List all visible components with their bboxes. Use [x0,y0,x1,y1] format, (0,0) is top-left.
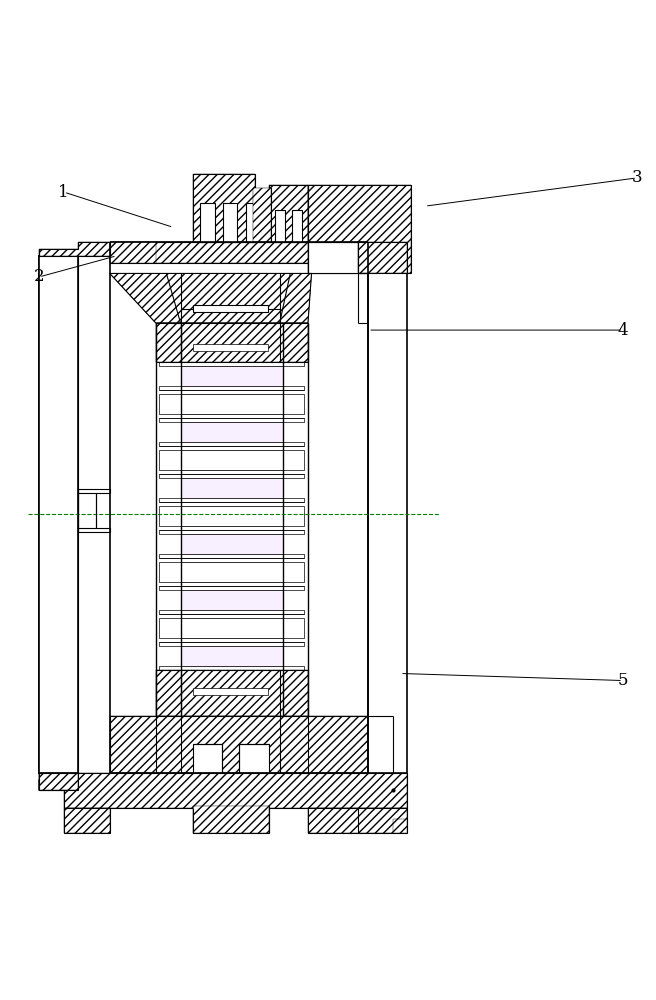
Bar [159,618,304,638]
Bar [180,590,283,610]
Bar [159,562,304,582]
Bar [223,203,237,242]
Bar [180,638,283,642]
Bar [159,498,304,502]
Bar [159,554,304,558]
Bar [180,582,283,586]
Bar [368,256,407,773]
Bar [159,418,304,422]
Bar [159,386,304,390]
Polygon shape [110,273,312,323]
Polygon shape [64,808,110,833]
Bar [180,526,283,530]
Bar [193,744,222,773]
Bar [193,806,269,833]
Polygon shape [64,773,407,808]
Polygon shape [39,242,110,256]
Bar [180,478,283,498]
Bar [275,210,285,242]
Bar [246,203,255,242]
Bar [180,422,283,442]
Bar [239,744,269,773]
Text: 2: 2 [33,268,44,285]
Bar [292,210,302,242]
Bar [193,344,268,351]
Circle shape [78,787,85,794]
Polygon shape [193,174,255,242]
Bar [159,610,304,614]
Bar [159,442,304,446]
Bar [180,558,283,562]
Bar [159,530,304,534]
Bar [159,474,304,478]
Polygon shape [39,780,50,790]
Polygon shape [110,716,368,773]
Text: 5: 5 [618,672,628,689]
Bar [39,256,78,773]
Polygon shape [110,242,368,263]
Bar [180,390,283,394]
Bar [180,366,283,386]
Bar [159,394,304,414]
Bar [308,242,368,273]
Bar [180,470,283,474]
Bar [180,502,283,506]
Bar [180,646,283,666]
Bar [180,414,283,418]
Bar [159,642,304,646]
Bar [180,614,283,618]
Circle shape [69,778,94,803]
Bar [159,506,304,526]
Polygon shape [308,185,411,273]
Polygon shape [269,185,308,242]
Bar [159,666,304,670]
Bar [39,256,75,773]
Text: 3: 3 [632,169,642,186]
Polygon shape [155,670,308,716]
Polygon shape [39,773,78,790]
Bar [180,534,283,554]
Text: 4: 4 [618,322,628,339]
Polygon shape [110,242,155,263]
Polygon shape [39,773,75,790]
Bar [193,305,268,312]
Polygon shape [393,819,407,833]
Polygon shape [78,489,110,532]
Polygon shape [308,808,407,833]
Bar [358,242,407,273]
Bar [159,586,304,590]
Bar [358,242,407,273]
Bar [193,806,269,833]
Bar [193,688,268,695]
Bar [253,188,271,242]
Bar [200,203,215,242]
Bar [180,446,283,450]
Text: 1: 1 [58,184,69,201]
Bar [253,188,271,242]
Bar [159,362,304,366]
Bar [159,450,304,470]
Polygon shape [155,323,308,362]
